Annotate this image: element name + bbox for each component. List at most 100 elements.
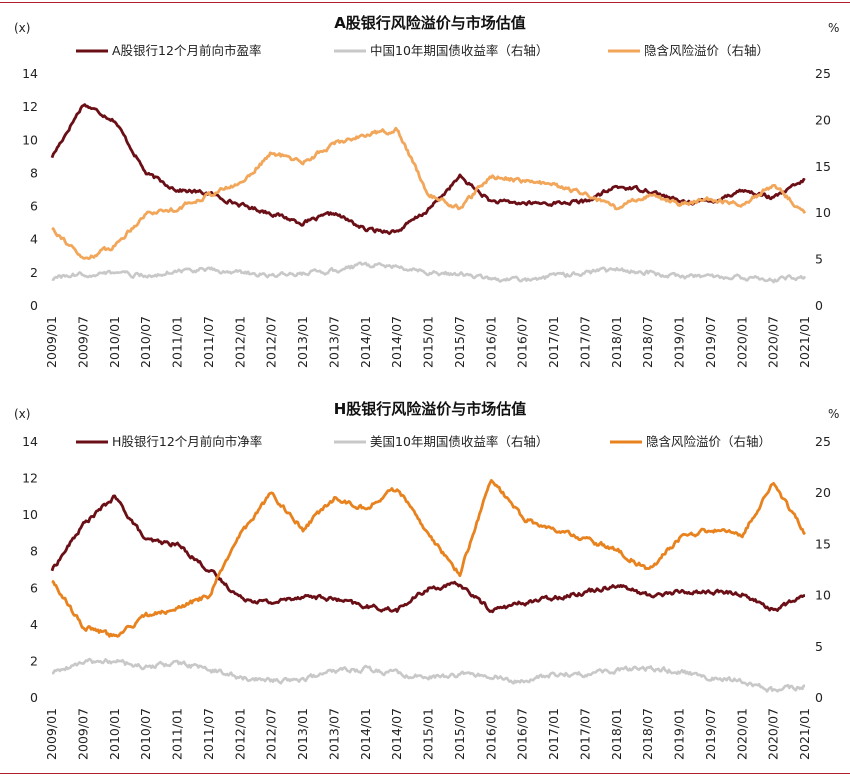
x-axis-tick-label: 2012/01 [232,708,247,760]
x-axis-tick-label: 2019/01 [672,316,687,368]
x-axis-tick-label: 2015/07 [452,316,467,368]
x-axis-tick-label: 2010/01 [107,316,122,368]
x-axis-tick-label: 2021/01 [797,708,812,760]
right-axis-tick-label: 15 [815,536,831,551]
x-axis-tick-label: 2012/01 [232,316,247,368]
series-group [50,103,807,284]
x-axis-tick-label: 2011/01 [170,708,185,760]
x-axis-tick-label: 2018/07 [640,316,655,368]
left-axis-tick-label: 10 [22,507,38,522]
left-axis-tick-label: 2 [30,653,38,668]
x-axis-tick-label: 2020/07 [766,708,781,760]
x-axis-tick-label: 2010/01 [107,708,122,760]
right-axis-tick-label: 0 [815,298,823,313]
series-line-2 [51,126,807,261]
legend: H股银行12个月前向市净率 美国10年期国债收益率（右轴） 隐含风险溢价（右轴） [76,434,771,449]
x-axis-tick-label: 2017/01 [546,708,561,760]
legend-label-pe: A股银行12个月前向市盈率 [112,43,261,58]
right-axis-tick-label: 10 [815,205,831,220]
legend-label-pb: H股银行12个月前向市净率 [112,434,262,449]
chart-h-shares: H股银行风险溢价与市场估值 (x) % H股银行12个月前向市净率 美国10年期… [14,400,839,760]
right-axis-tick-label: 25 [815,434,831,449]
left-axis-unit: (x) [14,407,30,421]
left-axis-ticks: 0 2 4 6 8 10 12 14 [22,66,38,313]
left-axis-tick-label: 14 [22,66,38,81]
x-axis-tick-label: 2017/07 [577,316,592,368]
legend-label-bond-yield: 中国10年期国债收益率（右轴） [370,43,548,58]
right-axis-tick-label: 20 [815,485,831,500]
left-axis-tick-label: 10 [22,132,38,147]
legend-label-risk-premium: 隐含风险溢价（右轴） [644,43,769,58]
x-axis-tick-label: 2020/01 [734,316,749,368]
x-axis-tick-label: 2013/07 [326,708,341,760]
x-axis-tick-label: 2018/01 [609,708,624,760]
right-axis-tick-label: 5 [815,639,823,654]
x-axis-tick-label: 2009/01 [44,316,59,368]
series-line-0 [50,494,806,614]
left-axis-tick-label: 12 [22,99,38,114]
x-axis-tick-label: 2011/01 [170,316,185,368]
left-axis-tick-label: 12 [22,471,38,486]
top-border [0,2,850,3]
legend: A股银行12个月前向市盈率 中国10年期国债收益率（右轴） 隐含风险溢价（右轴） [76,43,769,58]
x-axis-tick-label: 2012/07 [264,708,279,760]
x-axis-tick-label: 2019/07 [703,708,718,760]
x-axis-tick-label: 2012/07 [264,316,279,368]
x-axis-tick-label: 2020/07 [766,316,781,368]
x-axis-tick-label: 2018/07 [640,708,655,760]
series-line-1 [51,657,806,693]
x-axis-ticks: 2009/01 2009/07 2010/01 2010/07 2011/01 2011/… [44,316,812,368]
left-axis-tick-label: 4 [30,617,38,632]
series-line-0 [50,103,806,236]
series-line-2 [51,479,806,638]
right-axis-ticks: 0 5 10 15 20 25 [815,66,831,313]
right-axis-tick-label: 25 [815,66,831,81]
x-axis-tick-label: 2014/07 [389,708,404,760]
x-axis-tick-label: 2021/01 [797,316,812,368]
x-axis-tick-label: 2019/01 [672,708,687,760]
left-axis-unit: (x) [14,21,30,35]
x-axis-tick-label: 2016/07 [515,708,530,760]
right-axis-unit: % [828,407,839,421]
left-axis-tick-label: 0 [30,690,38,705]
x-axis-tick-label: 2020/01 [734,708,749,760]
x-axis-tick-label: 2010/07 [138,708,153,760]
right-axis-tick-label: 20 [815,112,831,127]
x-axis-tick-label: 2013/07 [326,316,341,368]
right-axis-unit: % [828,21,839,35]
x-axis-tick-label: 2015/01 [421,316,436,368]
right-axis-ticks: 0 5 10 15 20 25 [815,434,831,705]
x-axis-tick-label: 2014/01 [358,316,373,368]
x-axis-tick-label: 2016/01 [483,316,498,368]
x-axis-tick-label: 2016/07 [515,316,530,368]
left-axis-tick-label: 6 [30,199,38,214]
x-axis-tick-label: 2014/07 [389,316,404,368]
x-axis-tick-label: 2009/01 [44,708,59,760]
left-axis-ticks: 0 2 4 6 8 10 12 14 [22,434,38,705]
x-axis-tick-label: 2013/01 [295,316,310,368]
legend-label-risk-premium: 隐含风险溢价（右轴） [646,434,771,449]
x-axis-tick-label: 2011/07 [201,316,216,368]
x-axis-tick-label: 2016/01 [483,708,498,760]
right-axis-tick-label: 10 [815,588,831,603]
legend-label-bond-yield: 美国10年期国债收益率（右轴） [370,434,548,449]
x-axis-tick-label: 2011/07 [201,708,216,760]
chart-title: A股银行风险溢价与市场估值 [334,14,526,32]
x-axis-tick-label: 2014/01 [358,708,373,760]
left-axis-tick-label: 0 [30,298,38,313]
left-axis-tick-label: 8 [30,544,38,559]
right-axis-tick-label: 5 [815,252,823,267]
x-axis-tick-label: 2019/07 [703,316,718,368]
right-axis-tick-label: 15 [815,159,831,174]
left-axis-tick-label: 4 [30,232,38,247]
series-group [50,479,806,693]
left-axis-tick-label: 6 [30,580,38,595]
x-axis-tick-label: 2018/01 [609,316,624,368]
x-axis-tick-label: 2010/07 [138,316,153,368]
x-axis-tick-label: 2017/01 [546,316,561,368]
x-axis-ticks: 2009/01 2009/07 2010/01 2010/07 2011/01 2011/… [44,708,812,760]
left-axis-tick-label: 14 [22,434,38,449]
chart-title: H股银行风险溢价与市场估值 [334,400,527,418]
x-axis-tick-label: 2009/07 [75,708,90,760]
